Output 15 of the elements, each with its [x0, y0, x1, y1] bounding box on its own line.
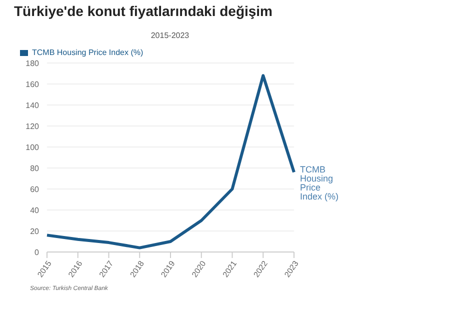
y-tick-label: 160 — [26, 80, 40, 89]
y-tick-label: 140 — [26, 100, 40, 110]
line-series — [46, 74, 296, 250]
y-tick-label: 180 — [26, 58, 40, 68]
y-tick-label: 0 — [34, 248, 40, 257]
y-tick-label: 120 — [26, 122, 40, 131]
text: TCMB Housing Price Index (%) — [300, 164, 339, 202]
chart-title: Türkiye'de konut fiyatlarındaki değişim — [14, 3, 273, 19]
y-tick-label: 60 — [30, 184, 40, 194]
legend-label: TCMB Housing Price Index (%) — [32, 48, 144, 57]
y-tick-label: 20 — [30, 226, 40, 236]
y-tick-label: 80 — [30, 164, 40, 173]
chart-subtitle: 2015-2023 — [150, 31, 190, 40]
y-tick-label: 40 — [30, 206, 40, 215]
y-tick-label: 100 — [26, 142, 40, 152]
